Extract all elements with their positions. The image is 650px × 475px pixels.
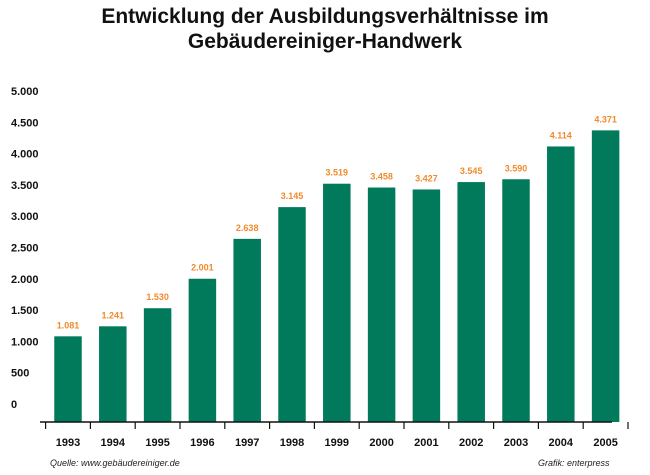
- y-tick-label: 2.500: [11, 243, 39, 255]
- data-label: 2.001: [191, 263, 214, 273]
- x-tick-label: 2004: [549, 437, 574, 449]
- data-label: 4.371: [594, 114, 617, 124]
- bars: [54, 130, 620, 422]
- bar: [412, 189, 441, 422]
- y-tick-label: 4.000: [11, 149, 39, 161]
- x-tick-label: 1999: [325, 437, 349, 449]
- data-label: 3.458: [370, 172, 393, 182]
- data-label: 1.241: [102, 310, 125, 320]
- data-label: 3.590: [505, 163, 528, 173]
- y-tick-label: 1.500: [11, 305, 39, 317]
- x-tick-label: 2002: [459, 437, 483, 449]
- bar: [547, 146, 575, 422]
- x-tick-label: 2005: [593, 437, 617, 449]
- bar: [591, 130, 620, 422]
- y-tick-label: 0: [11, 399, 17, 411]
- bar: [457, 182, 485, 422]
- y-tick-label: 500: [11, 368, 29, 380]
- y-tick-label: 3.500: [11, 180, 39, 192]
- source-note: Quelle: www.gebäudereiniger.de: [50, 458, 180, 468]
- bar: [367, 187, 396, 422]
- x-tick-label: 1997: [235, 437, 259, 449]
- credit-note: Grafik: enterpress: [538, 458, 610, 468]
- data-label: 4.114: [550, 130, 572, 140]
- x-tick-label: 1994: [101, 437, 126, 449]
- data-label: 3.545: [460, 166, 483, 176]
- bar: [323, 183, 351, 422]
- x-tick-label: 1995: [145, 437, 169, 449]
- x-tick-label: 2003: [504, 437, 528, 449]
- y-tick-label: 2.000: [11, 274, 39, 286]
- y-tick-label: 5.000: [11, 86, 39, 98]
- y-tick-label: 1.000: [11, 336, 39, 348]
- chart-title-line-2: Gebäudereiniger-Handwerk: [187, 30, 463, 53]
- x-tick-label: 2000: [369, 437, 393, 449]
- bar: [99, 326, 127, 422]
- bar: [233, 238, 261, 422]
- bar: [502, 179, 530, 422]
- x-tick-label: 1996: [190, 437, 214, 449]
- x-tick-label: 1998: [280, 437, 304, 449]
- data-label: 3.519: [326, 168, 349, 178]
- data-label: 1.530: [146, 292, 169, 302]
- data-label: 3.145: [281, 191, 304, 201]
- y-axis-labels: 0 500 1.000 1.500 2.000 2.500 3.000 3.500 4.000 4…: [11, 86, 39, 411]
- data-label: 3.427: [415, 173, 438, 183]
- x-axis-ticks: [44, 422, 629, 429]
- chart-title-line-1: Entwicklung der Ausbildungsverhältnisse …: [101, 5, 549, 28]
- bar: [143, 308, 172, 422]
- bar: [188, 278, 217, 422]
- value-labels: 1.081 1.241 1.530 2.001 2.638 3.145 3.519 3.458…: [57, 114, 617, 330]
- x-tick-label: 1993: [56, 437, 80, 449]
- y-tick-label: 4.500: [11, 117, 39, 129]
- chart-title: Entwicklung der Ausbildungsverhältnisse …: [0, 4, 650, 54]
- x-axis-labels: 1993 1994 1995 1996 1997 1998 1999 2000 2001 2002…: [56, 437, 618, 449]
- bar: [54, 336, 82, 422]
- data-label: 1.081: [57, 320, 80, 330]
- x-tick-label: 2001: [414, 437, 438, 449]
- bar: [278, 207, 306, 422]
- y-tick-label: 3.000: [11, 211, 39, 223]
- data-label: 2.638: [236, 223, 259, 233]
